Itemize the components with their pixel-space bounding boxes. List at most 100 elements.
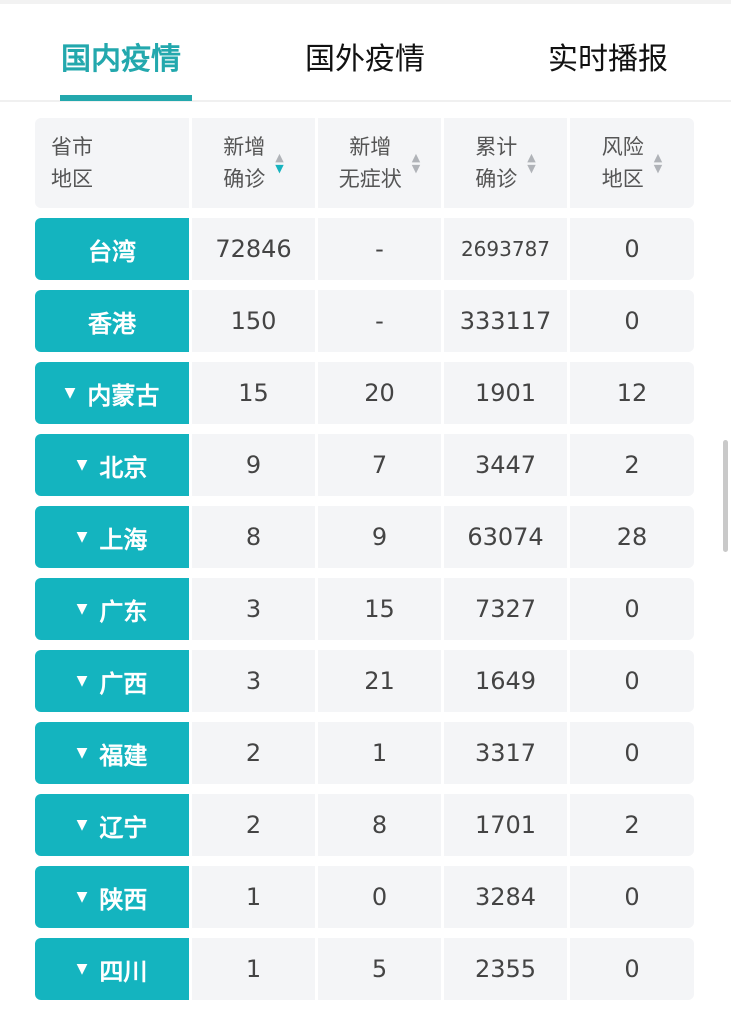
header-label: 累计 <box>475 135 518 159</box>
header-label: 省市 <box>51 135 93 159</box>
province-name-cell[interactable]: ▼ 上海 <box>35 506 189 568</box>
table-row[interactable]: ▼ 广东 3 15 7327 0 <box>35 578 695 640</box>
scrollbar[interactable] <box>723 440 728 552</box>
total-confirmed-cell: 3447 <box>444 434 567 496</box>
header-total-confirmed[interactable]: 累计确诊 ▲ ▼ <box>444 118 567 208</box>
risk-areas-cell: 0 <box>570 938 694 1000</box>
tab-bar: 国内疫情 国外疫情 实时播报 <box>0 4 731 102</box>
total-confirmed-cell: 3317 <box>444 722 567 784</box>
province-name-cell[interactable]: ▼ 北京 <box>35 434 189 496</box>
province-name-cell[interactable]: 台湾 <box>35 218 189 280</box>
header-new-asymptomatic[interactable]: 新增无症状 ▲ ▼ <box>318 118 441 208</box>
header-label: 确诊 <box>475 167 518 191</box>
total-confirmed-cell: 1649 <box>444 650 567 712</box>
province-name-cell[interactable]: 香港 <box>35 290 189 352</box>
province-name-cell[interactable]: ▼ 内蒙古 <box>35 362 189 424</box>
new-confirmed-cell: 72846 <box>192 218 315 280</box>
expand-caret-icon[interactable]: ▼ <box>76 889 88 905</box>
active-tab-indicator <box>60 95 192 101</box>
province-name: 四川 <box>99 957 148 986</box>
province-name: 广东 <box>99 597 148 626</box>
total-confirmed-cell: 2693787 <box>444 218 567 280</box>
new-asymptomatic-cell: 7 <box>318 434 441 496</box>
new-confirmed-cell: 2 <box>192 794 315 856</box>
province-name-cell[interactable]: ▼ 四川 <box>35 938 189 1000</box>
table-row[interactable]: ▼ 内蒙古 15 20 1901 12 <box>35 362 695 424</box>
header-label: 地区 <box>601 167 644 191</box>
expand-caret-icon[interactable]: ▼ <box>76 673 88 689</box>
header-label: 确诊 <box>223 167 266 191</box>
province-name-cell[interactable]: ▼ 福建 <box>35 722 189 784</box>
risk-areas-cell: 0 <box>570 866 694 928</box>
header-new-confirmed[interactable]: 新增确诊 ▲ ▼ <box>192 118 315 208</box>
new-confirmed-cell: 3 <box>192 650 315 712</box>
header-risk-areas[interactable]: 风险 地区 ▲ ▼ <box>570 118 694 208</box>
table-row[interactable]: 台湾 72846-2693787 0 <box>35 218 695 280</box>
total-confirmed-cell: 1701 <box>444 794 567 856</box>
province-name: 辽宁 <box>99 813 148 842</box>
tab-overseas[interactable]: 国外疫情 <box>305 42 425 77</box>
expand-caret-icon[interactable]: ▼ <box>76 457 88 473</box>
province-name-cell[interactable]: ▼ 广东 <box>35 578 189 640</box>
new-confirmed-cell: 8 <box>192 506 315 568</box>
risk-areas-cell: 0 <box>570 290 694 352</box>
total-confirmed-cell: 1901 <box>444 362 567 424</box>
risk-areas-cell: 0 <box>570 218 694 280</box>
sort-up-down-icon[interactable]: ▲ ▼ <box>275 151 284 175</box>
new-asymptomatic-cell: 0 <box>318 866 441 928</box>
header-label: 新增 <box>349 135 392 159</box>
new-asymptomatic-cell: 8 <box>318 794 441 856</box>
table-row[interactable]: ▼ 福建 2 1 3317 0 <box>35 722 695 784</box>
header-region: 省市 地区 <box>35 118 189 208</box>
risk-areas-cell: 28 <box>570 506 694 568</box>
tab-live[interactable]: 实时播报 <box>548 42 668 77</box>
table-row[interactable]: ▼ 广西 3 21 1649 0 <box>35 650 695 712</box>
new-asymptomatic-cell: 15 <box>318 578 441 640</box>
table-header: 省市 地区 新增 确诊 ▲ ▼ 新增 无症状 ▲ ▼ 累计 确诊 ▲ ▼ 风险 地区 ▲ ▼ <box>35 118 695 208</box>
expand-caret-icon[interactable]: ▼ <box>76 745 88 761</box>
sort-up-down-icon[interactable]: ▲ ▼ <box>411 151 421 175</box>
province-name: 台湾 <box>88 237 136 266</box>
province-name-cell[interactable]: ▼ 陕西 <box>35 866 189 928</box>
total-confirmed-cell: 63074 <box>444 506 567 568</box>
risk-areas-cell: 2 <box>570 434 694 496</box>
new-asymptomatic-cell: 20 <box>318 362 441 424</box>
new-asymptomatic-cell: 9 <box>318 506 441 568</box>
new-confirmed-cell: 9 <box>192 434 315 496</box>
new-asymptomatic-cell: 21 <box>318 650 441 712</box>
table-row[interactable]: 香港 150-333117 0 <box>35 290 695 352</box>
expand-caret-icon[interactable]: ▼ <box>76 817 88 833</box>
total-confirmed-cell: 2355 <box>444 938 567 1000</box>
province-name: 上海 <box>99 525 148 554</box>
header-label: 无症状 <box>338 167 402 191</box>
total-confirmed-cell: 333117 <box>444 290 567 352</box>
header-label: 地区 <box>51 167 93 191</box>
sort-up-down-icon[interactable]: ▲ ▼ <box>653 151 663 175</box>
new-confirmed-cell: 2 <box>192 722 315 784</box>
expand-caret-icon[interactable]: ▼ <box>64 385 76 401</box>
header-label: 新增 <box>223 135 266 159</box>
new-confirmed-cell: 1 <box>192 938 315 1000</box>
table-row[interactable]: ▼ 北京 9 7 3447 2 <box>35 434 695 496</box>
table-row[interactable]: ▼ 陕西 1 0 3284 0 <box>35 866 695 928</box>
new-asymptomatic-cell: 5 <box>318 938 441 1000</box>
table-row[interactable]: ▼ 四川 1 5 2355 0 <box>35 938 695 1000</box>
new-confirmed-cell: 1 <box>192 866 315 928</box>
tab-domestic[interactable]: 国内疫情 <box>61 42 181 77</box>
new-confirmed-cell: 3 <box>192 578 315 640</box>
table-row[interactable]: ▼ 上海 8 9 63074 28 <box>35 506 695 568</box>
province-name-cell[interactable]: ▼ 广西 <box>35 650 189 712</box>
province-name: 内蒙古 <box>87 381 160 410</box>
province-name: 北京 <box>99 453 148 482</box>
risk-areas-cell: 0 <box>570 722 694 784</box>
province-name-cell[interactable]: ▼ 辽宁 <box>35 794 189 856</box>
expand-caret-icon[interactable]: ▼ <box>76 529 88 545</box>
expand-caret-icon[interactable]: ▼ <box>76 601 88 617</box>
risk-areas-cell: 12 <box>570 362 694 424</box>
total-confirmed-cell: 7327 <box>444 578 567 640</box>
new-asymptomatic-cell: - <box>318 290 441 352</box>
sort-up-down-icon[interactable]: ▲ ▼ <box>527 151 536 175</box>
risk-areas-cell: 0 <box>570 650 694 712</box>
table-row[interactable]: ▼ 辽宁 2 8 1701 2 <box>35 794 695 856</box>
expand-caret-icon[interactable]: ▼ <box>76 961 88 977</box>
